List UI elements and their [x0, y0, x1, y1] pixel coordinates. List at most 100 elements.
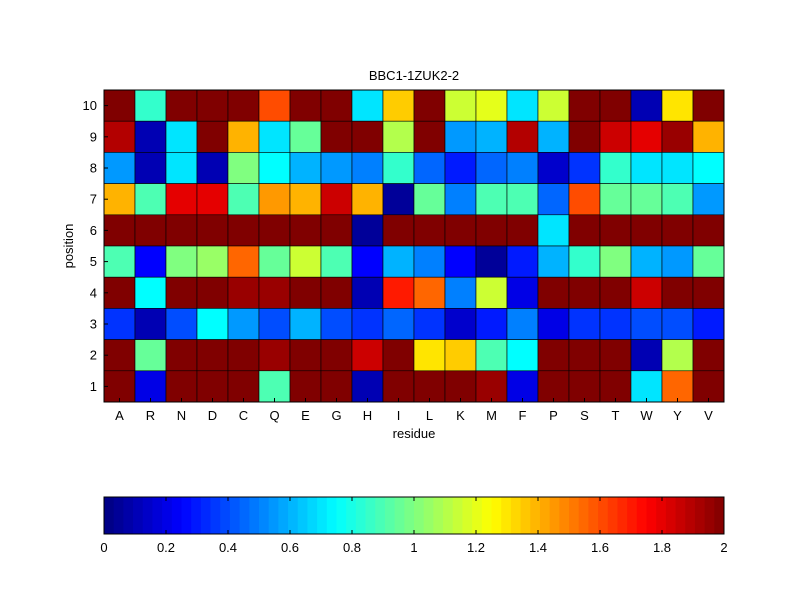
heatmap-cell-4-V	[692, 276, 725, 309]
heatmap-cell-9-L	[413, 120, 446, 153]
heatmap-cell-4-D	[196, 276, 229, 309]
x-tick-label-H: H	[363, 408, 372, 423]
heatmap-cell-1-F	[506, 370, 539, 403]
colorbar-tick-label: 1	[410, 540, 417, 555]
heatmap-cell-6-P	[537, 214, 570, 247]
heatmap-cell-5-W	[630, 245, 663, 278]
colorbar-swatch	[694, 497, 706, 534]
colorbar-swatch	[181, 497, 192, 534]
x-tick-label-Y: Y	[673, 408, 682, 423]
colorbar-swatch	[191, 497, 202, 534]
heatmap-cell-7-Q	[258, 183, 291, 216]
colorbar-swatch	[685, 497, 696, 534]
heatmap-cell-4-I	[382, 276, 415, 309]
heatmap-cell-3-F	[506, 308, 539, 340]
colorbar-tick-labels: 0 0.2 0.4 0.6 0.8 1 1.2 1.4 1.6 1.8 2	[100, 497, 728, 555]
heatmap-cell-1-S	[568, 370, 601, 403]
colorbar-swatch	[278, 497, 289, 534]
heatmap-cell-6-A	[103, 214, 136, 247]
heatmap-cell-8-K	[444, 152, 477, 184]
colorbar-swatch	[297, 497, 308, 534]
heatmap-cell-1-H	[351, 370, 384, 403]
colorbar	[104, 497, 725, 534]
heatmap-cell-1-V	[692, 370, 725, 403]
colorbar-swatch	[123, 497, 134, 534]
heatmap-cell-6-E	[289, 214, 322, 247]
colorbar-swatch	[239, 497, 250, 534]
heatmap-cell-10-P	[537, 89, 570, 122]
x-tick-label-L: L	[426, 408, 433, 423]
heatmap-cell-10-K	[444, 89, 477, 122]
heatmap-cell-5-A	[103, 245, 136, 278]
heatmap-cell-5-S	[568, 245, 601, 278]
colorbar-swatch	[704, 497, 715, 534]
y-tick-label-3: 3	[90, 317, 97, 332]
heatmap-cell-2-R	[134, 339, 167, 372]
colorbar-swatch	[607, 497, 618, 534]
heatmap-cell-7-E	[289, 183, 322, 216]
heatmap-cell-4-M	[475, 276, 508, 309]
colorbar-swatch	[384, 497, 396, 534]
x-tick-label-A: A	[115, 408, 124, 423]
heatmap-cell-5-M	[475, 245, 508, 278]
heatmap-cell-5-R	[134, 245, 167, 278]
heatmap-cell-5-V	[692, 245, 725, 278]
x-tick-label-S: S	[580, 408, 589, 423]
colorbar-swatch	[588, 497, 599, 534]
x-axis-label: residue	[393, 426, 436, 441]
heatmap-cell-3-Q	[258, 308, 291, 340]
y-axis-label: position	[61, 224, 76, 269]
heatmap-cell-6-G	[320, 214, 353, 247]
colorbar-swatch	[481, 497, 492, 534]
heatmap-cell-7-R	[134, 183, 167, 216]
heatmap-cell-2-C	[227, 339, 260, 372]
colorbar-swatch	[268, 497, 279, 534]
heatmap-cell-10-L	[413, 89, 446, 122]
heatmap-cell-9-E	[289, 120, 322, 153]
y-tick-label-5: 5	[90, 254, 97, 269]
heatmap-cell-3-L	[413, 308, 446, 340]
heatmap-cell-3-G	[320, 308, 353, 340]
colorbar-tick-label: 0.4	[219, 540, 237, 555]
heatmap-cell-6-K	[444, 214, 477, 247]
heatmap-cell-3-P	[537, 308, 570, 340]
colorbar-tick-label: 0.6	[281, 540, 299, 555]
heatmap-cell-5-Y	[661, 245, 694, 278]
heatmap-cell-6-T	[599, 214, 632, 247]
heatmap-cell-5-C	[227, 245, 260, 278]
heatmap-cell-9-A	[103, 120, 136, 153]
heatmap-cell-3-Y	[661, 308, 694, 340]
heatmap-cell-8-I	[382, 152, 415, 184]
plot-frame	[103, 89, 725, 403]
heatmap-cell-8-M	[475, 152, 508, 184]
x-tick-label-T: T	[612, 408, 620, 423]
heatmap-cells	[103, 89, 725, 403]
heatmap-cell-7-T	[599, 183, 632, 216]
heatmap-cell-3-K	[444, 308, 477, 340]
colorbar-swatch	[162, 497, 173, 534]
colorbar-swatch	[714, 497, 725, 534]
heatmap-cell-9-D	[196, 120, 229, 153]
colorbar-swatch	[104, 497, 115, 534]
heatmap-cell-8-G	[320, 152, 353, 184]
colorbar-swatch	[501, 497, 512, 534]
heatmap-cell-8-P	[537, 152, 570, 184]
heatmap-cell-9-Y	[661, 120, 694, 153]
y-tick-label-4: 4	[90, 285, 97, 300]
heatmap-cell-10-I	[382, 89, 415, 122]
heatmap-cell-6-Y	[661, 214, 694, 247]
heatmap-cell-4-P	[537, 276, 570, 309]
colorbar-swatch	[355, 497, 366, 534]
colorbar-swatch	[210, 497, 221, 534]
heatmap-cell-7-W	[630, 183, 663, 216]
colorbar-swatch	[394, 497, 405, 534]
heatmap-cell-2-E	[289, 339, 322, 372]
colorbar-swatch	[414, 497, 425, 534]
heatmap-cell-4-C	[227, 276, 260, 309]
heatmap-cell-7-P	[537, 183, 570, 216]
heatmap-cell-9-M	[475, 120, 508, 153]
heatmap-cell-8-Y	[661, 152, 694, 184]
heatmap-cell-5-D	[196, 245, 229, 278]
